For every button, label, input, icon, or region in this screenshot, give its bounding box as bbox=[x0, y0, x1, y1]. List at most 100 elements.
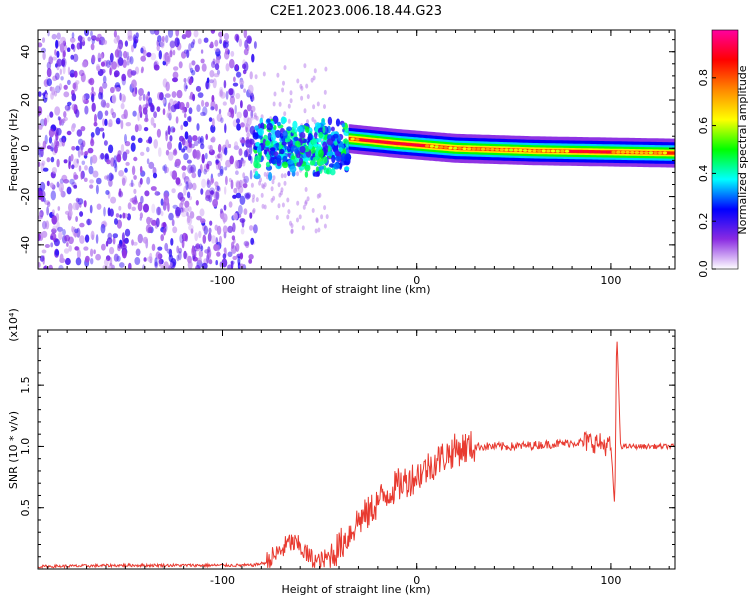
heatmap-noise-cell bbox=[179, 102, 185, 110]
heatmap-noise-cell bbox=[142, 236, 148, 244]
heatmap-transition-cell bbox=[294, 140, 301, 148]
heatmap-noise-cell bbox=[249, 138, 255, 145]
heatmap-noise-cell bbox=[42, 140, 47, 150]
heatmap-noise-cell bbox=[300, 95, 304, 101]
heatmap-transition-cell bbox=[266, 154, 271, 161]
heatmap-noise-cell bbox=[209, 190, 215, 196]
heatmap-noise-cell bbox=[200, 218, 206, 224]
heatmap-carrier-peak bbox=[383, 140, 388, 144]
heatmap-noise-cell bbox=[183, 82, 188, 92]
heatmap-noise-cell bbox=[262, 71, 266, 77]
heatmap-carrier-peak bbox=[662, 151, 668, 155]
heatmap-carrier-peak bbox=[415, 143, 421, 147]
x-tick-label: 0 bbox=[413, 274, 420, 287]
heatmap-noise-cell bbox=[38, 262, 41, 268]
heatmap-noise-cell bbox=[243, 240, 250, 247]
heatmap-noise-cell bbox=[156, 128, 161, 138]
heatmap-transition-cell bbox=[343, 138, 348, 144]
heatmap-noise-cell bbox=[245, 122, 249, 128]
heatmap-noise-cell bbox=[209, 220, 213, 226]
y-tick-label: -40 bbox=[19, 236, 32, 254]
heatmap-noise-cell bbox=[55, 85, 61, 94]
heatmap-noise-cell bbox=[118, 39, 123, 50]
heatmap-noise-cell bbox=[306, 94, 310, 100]
heatmap-noise-cell bbox=[96, 203, 102, 210]
heatmap-noise-cell bbox=[109, 246, 115, 255]
heatmap-noise-cell bbox=[186, 159, 192, 164]
heatmap-noise-cell bbox=[160, 198, 164, 206]
heatmap-noise-cell bbox=[146, 176, 151, 185]
heatmap-noise-cell bbox=[233, 187, 238, 194]
heatmap-transition-cell bbox=[282, 117, 287, 124]
heatmap-noise-cell bbox=[68, 202, 73, 212]
heatmap-noise-cell bbox=[66, 186, 72, 195]
heatmap-noise-cell bbox=[218, 235, 223, 245]
heatmap-transition-cell bbox=[287, 159, 294, 165]
heatmap-noise-cell bbox=[169, 171, 173, 177]
heatmap-carrier-peak bbox=[508, 148, 514, 152]
heatmap-noise-cell bbox=[51, 209, 55, 216]
heatmap-noise-cell bbox=[139, 177, 143, 185]
heatmap-noise-cell bbox=[97, 110, 103, 120]
snr-series-line bbox=[38, 341, 675, 569]
spectrogram-heatmap bbox=[38, 30, 675, 269]
heatmap-noise-cell bbox=[48, 128, 55, 138]
heatmap-noise-cell bbox=[70, 73, 75, 78]
heatmap-transition-cell bbox=[341, 123, 345, 128]
heatmap-noise-cell bbox=[186, 191, 191, 199]
heatmap-carrier-peak bbox=[504, 148, 509, 152]
heatmap-noise-cell bbox=[204, 249, 210, 254]
heatmap-noise-cell bbox=[289, 90, 293, 96]
heatmap-noise-cell bbox=[52, 225, 58, 231]
heatmap-noise-cell bbox=[172, 49, 176, 56]
heatmap-noise-cell bbox=[114, 218, 118, 225]
heatmap-transition-cell bbox=[286, 145, 291, 153]
heatmap-noise-cell bbox=[115, 213, 120, 218]
heatmap-noise-cell bbox=[251, 209, 255, 215]
heatmap-noise-cell bbox=[306, 119, 309, 125]
heatmap-noise-cell bbox=[173, 66, 179, 71]
heatmap-noise-cell bbox=[184, 200, 190, 208]
heatmap-noise-cell bbox=[199, 137, 203, 143]
heatmap-noise-cell bbox=[299, 83, 303, 89]
heatmap-noise-cell bbox=[286, 214, 290, 220]
heatmap-noise-cell bbox=[175, 30, 180, 37]
heatmap-noise-cell bbox=[111, 94, 117, 104]
heatmap-noise-cell bbox=[185, 85, 188, 90]
heatmap-noise-cell bbox=[211, 136, 216, 143]
heatmap-transition-cell bbox=[308, 143, 313, 150]
heatmap-noise-cell bbox=[228, 201, 233, 208]
heatmap-noise-cell bbox=[224, 186, 227, 195]
heatmap-noise-cell bbox=[248, 84, 254, 94]
heatmap-noise-cell bbox=[232, 222, 236, 233]
heatmap-transition-cell bbox=[287, 170, 291, 177]
heatmap-noise-cell bbox=[160, 234, 164, 242]
heatmap-noise-cell bbox=[296, 217, 299, 223]
heatmap-noise-cell bbox=[99, 127, 105, 132]
heatmap-noise-cell bbox=[204, 101, 209, 108]
heatmap-noise-cell bbox=[200, 245, 204, 252]
heatmap-noise-cell bbox=[159, 92, 164, 101]
heatmap-noise-cell bbox=[181, 165, 187, 171]
heatmap-noise-cell bbox=[155, 217, 160, 228]
heatmap-noise-cell bbox=[51, 86, 55, 96]
heatmap-carrier-peak bbox=[355, 138, 360, 141]
heatmap-noise-cell bbox=[206, 248, 212, 258]
heatmap-noise-cell bbox=[195, 149, 201, 160]
heatmap-noise-cell bbox=[114, 49, 120, 58]
heatmap-noise-cell bbox=[229, 155, 234, 165]
heatmap-carrier-peak bbox=[373, 139, 379, 143]
heatmap-noise-cell bbox=[181, 239, 185, 249]
heatmap-carrier-peak bbox=[359, 138, 365, 142]
heatmap-transition-cell bbox=[330, 126, 335, 132]
heatmap-noise-cell bbox=[174, 37, 180, 48]
heatmap-noise-cell bbox=[124, 167, 128, 173]
heatmap-noise-cell bbox=[84, 234, 90, 243]
heatmap-noise-cell bbox=[271, 179, 275, 185]
heatmap-noise-cell bbox=[296, 200, 300, 206]
heatmap-noise-cell bbox=[223, 32, 230, 41]
heatmap-noise-cell bbox=[117, 57, 124, 66]
heatmap-noise-cell bbox=[206, 163, 210, 170]
heatmap-noise-cell bbox=[167, 108, 172, 118]
heatmap-noise-cell bbox=[188, 224, 194, 231]
